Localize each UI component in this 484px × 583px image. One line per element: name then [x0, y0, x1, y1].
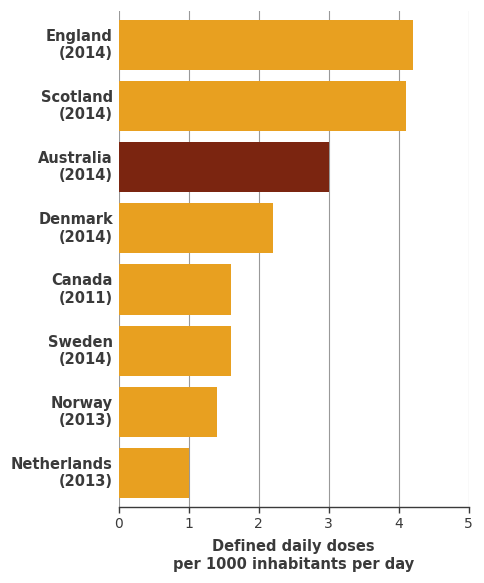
Bar: [119, 81, 406, 131]
Bar: [119, 265, 230, 315]
Bar: [119, 387, 216, 437]
Bar: [119, 326, 230, 376]
Bar: [119, 142, 329, 192]
X-axis label: Defined daily doses
per 1000 inhabitants per day: Defined daily doses per 1000 inhabitants…: [173, 539, 414, 572]
Bar: [119, 448, 189, 498]
Bar: [119, 20, 412, 70]
Bar: [119, 203, 272, 254]
